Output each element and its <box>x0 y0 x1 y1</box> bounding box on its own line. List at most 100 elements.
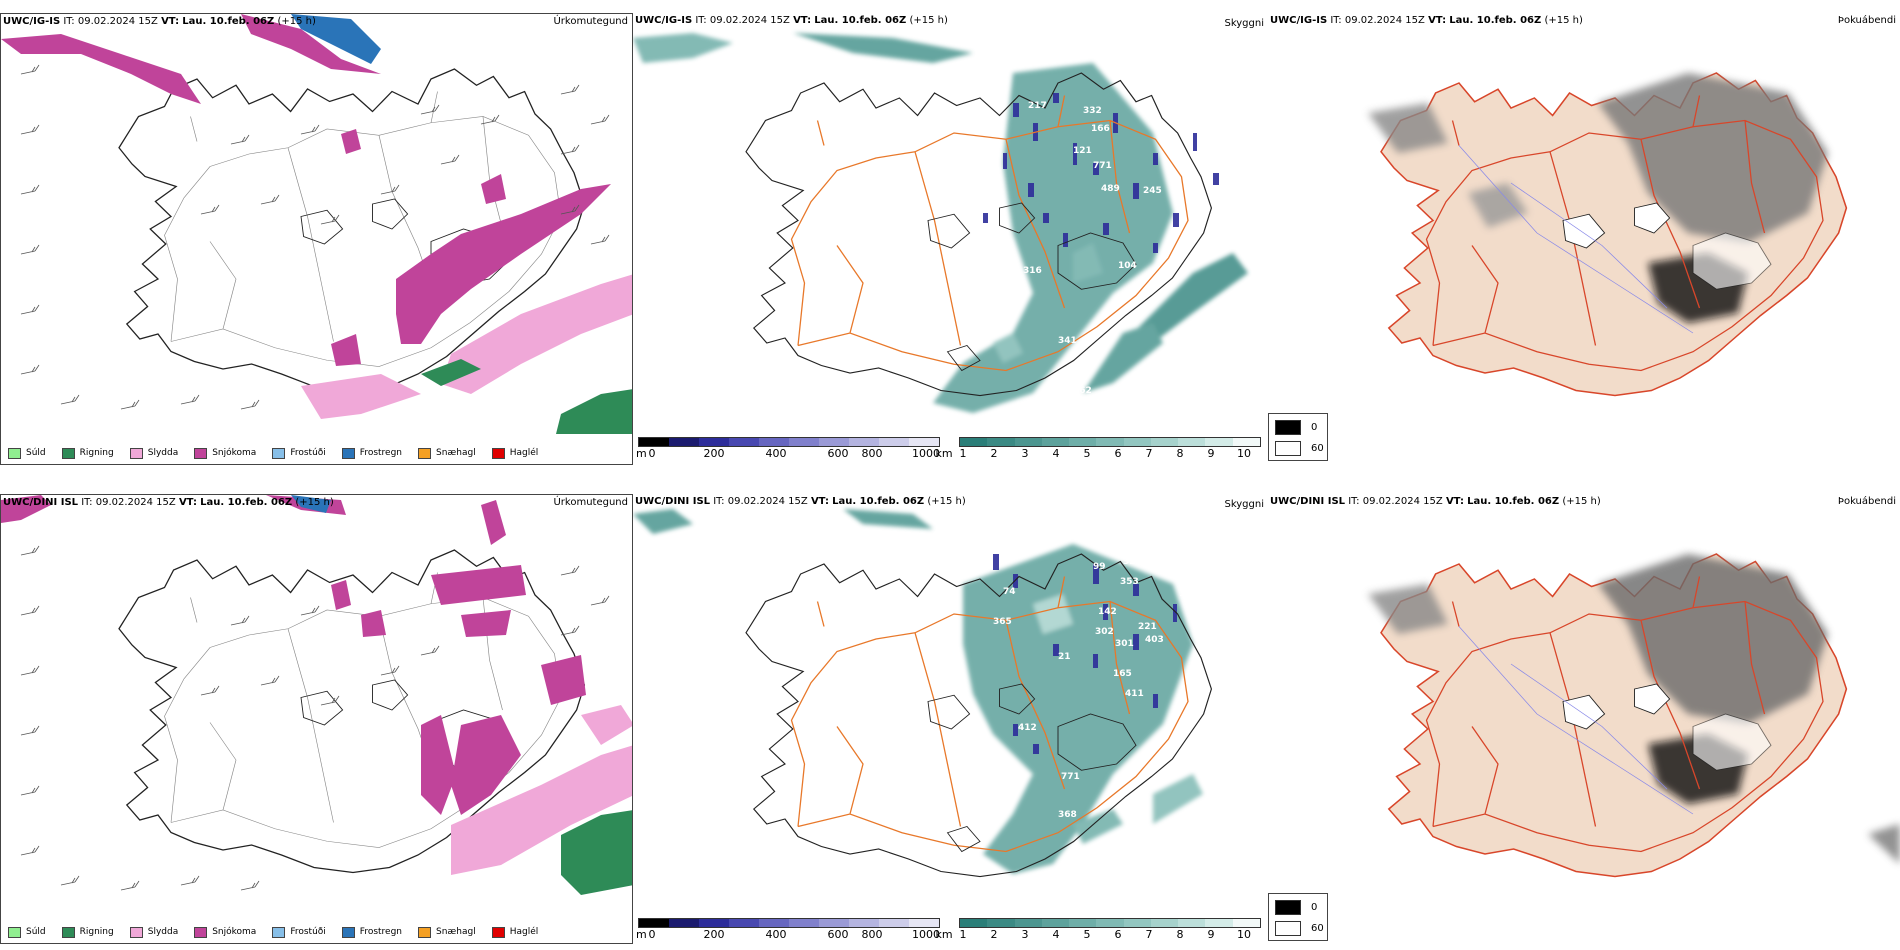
ceiling-unit: m <box>636 928 647 941</box>
visibility-tick: 2 <box>990 928 998 941</box>
legend-item: Rigning <box>61 447 114 459</box>
vt-value: Lau. 10.feb. 06Z <box>1449 15 1542 26</box>
vt-value: Lau. 10.feb. 06Z <box>182 16 275 27</box>
ceiling-label: 221 <box>1138 622 1157 632</box>
visibility-panel-bottom: 99 320 353 46 101 74 365 142 302 301 221… <box>633 494 1268 946</box>
legend-item: Frostregn <box>341 926 403 938</box>
ceiling-tick: 400 <box>765 928 787 941</box>
ceiling-tick: 0 <box>648 447 656 460</box>
visibility-tick: 6 <box>1114 928 1122 941</box>
model-name: UWC/IG-IS <box>3 16 61 27</box>
legend-item: Slydda <box>129 926 178 938</box>
it-value: 09.02.2024 15Z <box>77 16 158 27</box>
ceiling-tick: 1000 <box>912 928 940 941</box>
vt-label: VT: <box>793 15 812 26</box>
model-name: UWC/IG-IS <box>1270 15 1328 26</box>
fog-legend-item: 60 <box>1275 441 1327 456</box>
ceiling-colorbar <box>638 918 940 928</box>
ceiling-tick: 600 <box>827 928 849 941</box>
ceiling-tick: 800 <box>861 928 883 941</box>
legend-swatch <box>341 926 355 938</box>
it-label: IT: <box>81 497 93 508</box>
precip-legend: Súld Rigning Slydda Snjókoma Frostúði Fr… <box>2 921 548 943</box>
legend-item: Frostúði <box>272 447 326 459</box>
legend-label: Frostúði <box>290 448 326 458</box>
legend-label: Frostúði <box>290 927 326 937</box>
legend-item: Haglél <box>491 926 539 938</box>
ceiling-label: 104 <box>1118 261 1137 271</box>
panel-header: UWC/DINI ISL IT: 09.02.2024 15Z VT: Lau.… <box>635 496 966 507</box>
ceiling-label: 165 <box>1113 669 1132 679</box>
vt-value: Lau. 10.feb. 06Z <box>200 497 293 508</box>
model-name: UWC/DINI ISL <box>635 496 711 507</box>
legend-swatch <box>129 926 143 938</box>
it-label: IT: <box>1348 496 1360 507</box>
fog-legend-label: 60 <box>1311 923 1324 934</box>
legend-swatch <box>491 447 505 459</box>
ceiling-tick: 0 <box>648 928 656 941</box>
legend-item: Snjókoma <box>194 447 257 459</box>
legend-swatch <box>61 926 75 938</box>
legend-label: Súld <box>26 448 46 458</box>
fog-swatch <box>1275 921 1301 936</box>
ceiling-label: 21 <box>1058 652 1071 662</box>
visibility-map-top: 217 332 166 121 771 489 245 104 316 341 … <box>633 33 1248 413</box>
visibility-panel-top: 217 332 166 121 771 489 245 104 316 341 … <box>633 13 1268 465</box>
legend-label: Súld <box>26 927 46 937</box>
visibility-tick: 5 <box>1083 928 1091 941</box>
legend-label: Snæhagl <box>436 927 476 937</box>
ceiling-label: 403 <box>1145 635 1164 645</box>
visibility-ticks: km 1 2 3 4 5 6 7 8 9 10 <box>935 928 1258 942</box>
legend-label: Rigning <box>79 448 114 458</box>
legend-label: Haglél <box>509 927 539 937</box>
panel-header: UWC/DINI ISL IT: 09.02.2024 15Z VT: Lau.… <box>3 497 334 508</box>
visibility-tick: 1 <box>959 447 967 460</box>
precip-type-map-top <box>1 14 632 434</box>
legend-label: Rigning <box>79 927 114 937</box>
ceiling-tick: 200 <box>703 447 725 460</box>
fog-map-top <box>1368 72 1848 397</box>
fog-swatch <box>1275 900 1301 915</box>
lead-time: (+15 h) <box>277 16 316 27</box>
fog-legend-top: 0 60 <box>1268 413 1328 461</box>
fog-legend-label: 60 <box>1311 443 1324 454</box>
legend-swatch <box>272 447 286 459</box>
ceiling-tick: 600 <box>827 447 849 460</box>
ceiling-label: 771 <box>1093 161 1112 171</box>
precip-type-panel-top: UWC/IG-IS IT: 09.02.2024 15Z VT: Lau. 10… <box>0 13 633 465</box>
panel-title: Úrkomutegund <box>553 16 628 27</box>
visibility-unit: km <box>935 928 953 941</box>
legend-swatch <box>8 926 21 938</box>
vt-label: VT: <box>161 16 180 27</box>
ceiling-label: 962 <box>1073 386 1092 396</box>
panel-header: UWC/IG-IS IT: 09.02.2024 15Z VT: Lau. 10… <box>635 15 948 26</box>
it-label: IT: <box>1330 15 1342 26</box>
panel-title: Skyggni <box>1224 18 1264 29</box>
legend-swatch <box>8 447 21 459</box>
legend-label: Haglél <box>509 448 539 458</box>
ceiling-label: 101 <box>1179 589 1198 599</box>
legend-item: Haglél <box>491 447 539 459</box>
vt-label: VT: <box>178 497 197 508</box>
legend-label: Snæhagl <box>436 448 476 458</box>
legend-item: Snæhagl <box>418 926 476 938</box>
panel-header: UWC/IG-IS IT: 09.02.2024 15Z VT: Lau. 10… <box>3 16 316 27</box>
fog-legend-label: 0 <box>1311 422 1318 433</box>
fog-swatch <box>1275 420 1301 435</box>
legend-label: Snjókoma <box>212 448 257 458</box>
ceiling-label: 316 <box>1023 266 1042 276</box>
fog-legend-bottom: 0 60 <box>1268 893 1328 941</box>
legend-item: Súld <box>8 447 46 459</box>
visibility-tick: 9 <box>1207 928 1215 941</box>
legend-swatch <box>129 447 143 459</box>
ceiling-label: 412 <box>1018 723 1037 733</box>
ceiling-tick: 1000 <box>912 447 940 460</box>
legend-label: Frostregn <box>359 927 403 937</box>
legend-swatch <box>418 447 432 459</box>
fog-legend-label: 0 <box>1311 902 1318 913</box>
vt-value: Lau. 10.feb. 06Z <box>1467 496 1560 507</box>
ceiling-tick: 200 <box>703 928 725 941</box>
fog-map-bottom <box>1368 553 1900 878</box>
lead-time: (+15 h) <box>909 15 948 26</box>
ceiling-label: 301 <box>1115 639 1134 649</box>
